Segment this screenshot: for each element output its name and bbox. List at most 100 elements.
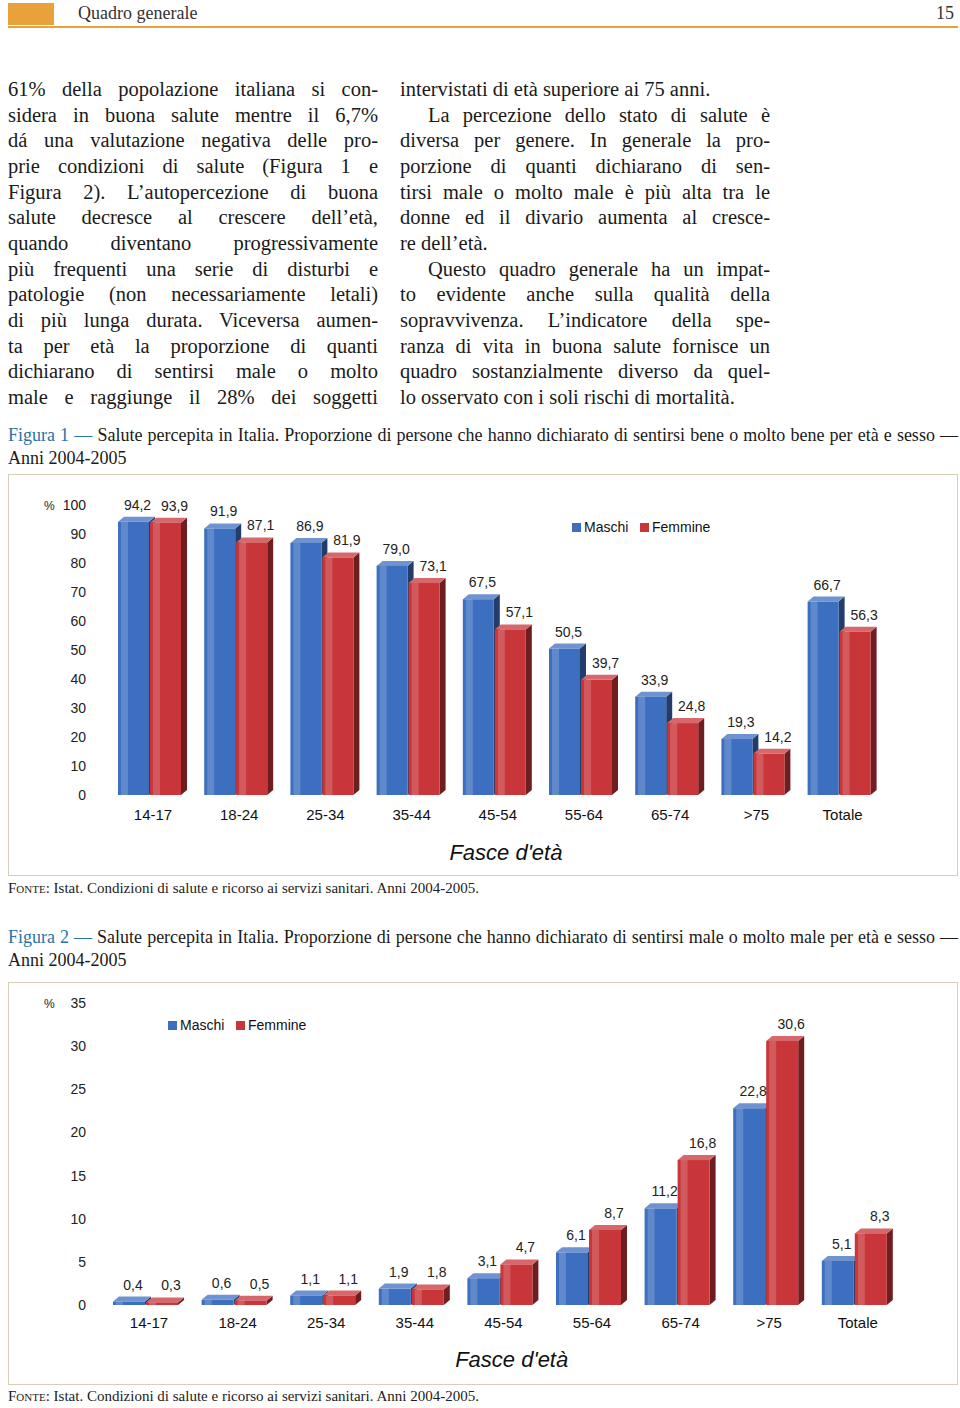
- bar: [822, 1256, 860, 1305]
- bar-top: [581, 675, 618, 680]
- body-line: lo osservato con i soli rischi di mortal…: [400, 384, 770, 410]
- bar: [733, 1103, 771, 1305]
- bar-highlight: [843, 632, 850, 795]
- bar-highlight: [238, 1301, 245, 1305]
- y-tick-label: 25: [70, 1081, 86, 1097]
- body-line: re dell’età.: [400, 230, 770, 256]
- bar-side: [871, 627, 877, 795]
- bar-top: [840, 627, 877, 632]
- bar-highlight: [769, 1041, 776, 1305]
- x-axis-title: Fasce d'età: [449, 840, 562, 865]
- bar-front: [323, 1296, 355, 1305]
- bar: [581, 675, 618, 795]
- bar-front: [290, 543, 321, 795]
- bar-side: [526, 624, 532, 795]
- bar-side: [612, 675, 618, 795]
- bar-top: [463, 594, 500, 599]
- bar-highlight: [648, 1208, 655, 1305]
- data-label: 5,1: [832, 1236, 852, 1252]
- body-line: sopravvivenza. L’indicatore della spe-: [400, 307, 770, 333]
- y-tick-label: 30: [70, 700, 86, 716]
- bar-highlight: [670, 723, 677, 795]
- body-line: donne ed il divario aumenta al cresce-: [400, 204, 770, 230]
- body-line: tirsi male o molto male è più alta tra l…: [400, 179, 770, 205]
- x-tick-label: 55-64: [565, 806, 603, 823]
- y-tick-label: 100: [63, 497, 87, 513]
- data-label: 6,1: [566, 1227, 586, 1243]
- chart-frame: [9, 983, 958, 1385]
- bar-front: [322, 557, 353, 795]
- bar-side: [784, 749, 790, 795]
- bar: [855, 1228, 893, 1305]
- bar-highlight: [825, 1261, 832, 1305]
- legend-label: Maschi: [584, 519, 628, 535]
- bar-front: [840, 632, 871, 795]
- legend-swatch: [168, 1021, 177, 1030]
- page: Quadro generale1561% della popolazione i…: [0, 0, 960, 1408]
- bar-side: [710, 1155, 716, 1305]
- bar-front: [113, 1302, 145, 1305]
- space: [50, 880, 54, 896]
- body-line: quando diventano progressivamente: [8, 230, 378, 256]
- header-title: Quadro generale: [78, 1, 197, 25]
- bar-top: [322, 552, 359, 557]
- y-tick-label: 70: [70, 584, 86, 600]
- body-line: quadro sostanzialmente diverso da quel-: [400, 358, 770, 384]
- data-label: 22,8: [740, 1083, 767, 1099]
- bar-top: [808, 597, 845, 602]
- bar-front: [822, 1261, 854, 1305]
- source-label: Fonte:: [8, 1388, 50, 1404]
- bar-front: [235, 1301, 267, 1305]
- body-line: più frequenti una serie di disturbi e: [8, 256, 378, 282]
- bar: [467, 1273, 505, 1305]
- bar-front: [377, 566, 408, 795]
- bar-front: [678, 1160, 710, 1305]
- body-line: Figura 2). L’autopercezione di buona: [8, 179, 378, 205]
- bar-highlight: [736, 1108, 743, 1305]
- data-label: 0,5: [250, 1276, 270, 1292]
- bar: [645, 1203, 683, 1305]
- bar-front: [855, 1233, 887, 1305]
- bar: [495, 624, 532, 795]
- data-label: 57,1: [506, 604, 533, 620]
- figure-title: Salute percepita in Italia. Proporzione …: [8, 927, 958, 970]
- bar-front: [645, 1208, 677, 1305]
- data-label: 79,0: [382, 541, 409, 557]
- bar: [589, 1225, 627, 1305]
- bar-top: [733, 1103, 771, 1108]
- x-tick-label: Totale: [838, 1314, 878, 1331]
- y-tick-label: 50: [70, 642, 86, 658]
- bar-top: [721, 734, 758, 739]
- y-tick-label: 15: [70, 1168, 86, 1184]
- bar: [549, 644, 586, 795]
- x-tick-label: 65-74: [651, 806, 689, 823]
- bar-front: [549, 649, 580, 795]
- data-label: 0,4: [123, 1277, 143, 1293]
- bar-front: [118, 522, 149, 795]
- bar-top: [467, 1273, 505, 1278]
- y-tick-label: 0: [78, 1297, 86, 1313]
- body-line: ranza di vita in buona salute fornisce u…: [400, 333, 770, 359]
- data-label: 14,2: [764, 729, 791, 745]
- data-label: 73,1: [419, 558, 446, 574]
- bar-top: [150, 518, 187, 523]
- body-line: di più lunga durata. Viceversa aumen-: [8, 307, 378, 333]
- body-line: dichiarano di sentirsi male o molto: [8, 358, 378, 384]
- y-axis-unit: %: [44, 499, 55, 513]
- y-tick-label: 5: [78, 1254, 86, 1270]
- data-label: 11,2: [651, 1183, 677, 1199]
- bar: [556, 1247, 594, 1305]
- bar: [118, 517, 155, 795]
- bar-side: [181, 518, 187, 795]
- bar-front: [150, 523, 181, 795]
- x-tick-label: 45-54: [484, 1314, 522, 1331]
- bar-front: [808, 602, 839, 795]
- bar-top: [678, 1155, 716, 1160]
- bar-highlight: [466, 599, 473, 795]
- body-line: ta per età la proporzione di quanti: [8, 333, 378, 359]
- data-label: 19,3: [727, 714, 754, 730]
- figure-label: Figura 1 —: [8, 425, 92, 445]
- bar: [678, 1155, 716, 1305]
- figure-label: Figura 2 —: [8, 927, 92, 947]
- bar-highlight: [412, 583, 419, 795]
